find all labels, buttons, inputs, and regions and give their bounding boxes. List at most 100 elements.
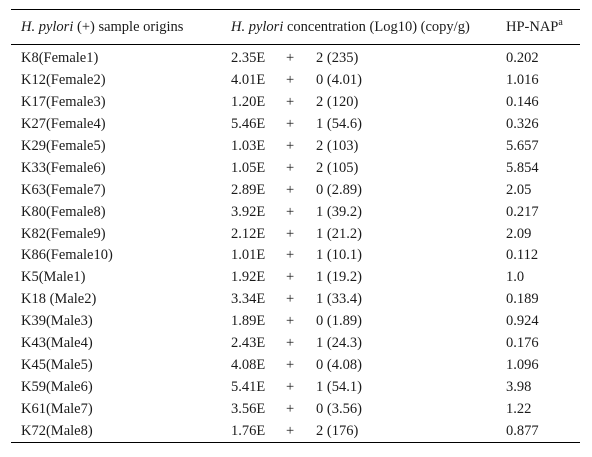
cell-concentration-mantissa: 3.92E [231, 203, 266, 220]
cell-concentration-sign: + [286, 313, 295, 330]
table-row: K5(Male1) 1.92E +1 (19.2) 1.0 [11, 267, 580, 289]
cell-hp-nap: 2.09 [506, 225, 532, 242]
cell-sample-origin: K39(Male3) [21, 313, 93, 330]
table-row: K59(Male6) 5.41E +1 (54.1) 3.98 [11, 376, 580, 398]
cell-concentration-sign: + [286, 291, 295, 308]
table-row: K45(Male5) 4.08E +0 (4.08) 1.096 [11, 354, 580, 376]
table-row: K61(Male7) 3.56E +0 (3.56) 1.22 [11, 398, 580, 420]
cell-concentration-mantissa: 4.01E [231, 72, 266, 89]
cell-concentration-sign: + [286, 138, 295, 154]
table-row: K8(Female1) 2.35E +2 (235) 0.202 [11, 45, 580, 70]
cell-hp-nap: 0.146 [506, 94, 539, 111]
cell-concentration-sign: + [286, 356, 295, 373]
cell-concentration-mantissa: 2.12E [231, 225, 266, 242]
cell-hp-nap: 0.176 [506, 335, 539, 352]
cell-hp-nap: 0.924 [506, 313, 539, 330]
cell-concentration-mantissa: 4.08E [231, 356, 266, 373]
cell-concentration-exponent: 2 (105) [316, 159, 359, 176]
table-row: K63(Female7) 2.89E +0 (2.89) 2.05 [11, 179, 580, 201]
table-row: K29(Female5) 1.03E +2 (103) 5.657 [11, 136, 580, 158]
cell-concentration-exponent: 1 (54.6) [316, 116, 362, 133]
header-concentration: H. pylori concentration (Log10) (copy/g) [221, 10, 506, 45]
cell-sample-origin: K61(Male7) [21, 400, 93, 417]
cell-hp-nap: 2.05 [506, 181, 532, 198]
cell-concentration-mantissa: 5.46E [231, 116, 266, 133]
cell-concentration-mantissa: 1.89E [231, 313, 266, 330]
header-concentration-italic: H. pylori [231, 18, 284, 35]
cell-concentration-sign: + [286, 225, 295, 242]
cell-concentration-mantissa: 1.20E [231, 94, 266, 111]
table-row: K86(Female10) 1.01E +1 (10.1) 0.112 [11, 245, 580, 267]
header-hp-nap-text: HP-NAP [506, 18, 559, 35]
table-header-row: H. pylori (+) sample origins H. pylori c… [11, 9, 580, 45]
cell-concentration-exponent: 0 (2.89) [316, 181, 362, 198]
cell-concentration-exponent: 1 (39.2) [316, 203, 362, 220]
table-row: K43(Male4) 2.43E +1 (24.3) 0.176 [11, 333, 580, 355]
cell-sample-origin: K18 (Male2) [21, 291, 97, 308]
cell-sample-origin: K80(Female8) [21, 203, 106, 220]
cell-sample-origin: K82(Female9) [21, 225, 106, 242]
cell-sample-origin: K5(Male1) [21, 269, 86, 286]
header-sample-origins-italic: H. pylori [21, 18, 74, 35]
cell-concentration-mantissa: 3.34E [231, 291, 266, 308]
cell-sample-origin: K63(Female7) [21, 181, 106, 198]
cell-concentration-mantissa: 2.35E [231, 50, 266, 67]
cell-concentration-sign: + [286, 181, 295, 198]
header-sample-origins: H. pylori (+) sample origins [11, 10, 221, 45]
cell-hp-nap: 1.0 [506, 269, 525, 286]
cell-sample-origin: K86(Female10) [21, 247, 113, 264]
cell-sample-origin: K17(Female3) [21, 94, 106, 111]
cell-sample-origin: K29(Female5) [21, 138, 106, 154]
cell-sample-origin: K59(Male6) [21, 378, 93, 395]
cell-concentration-exponent: 1 (54.1) [316, 378, 362, 395]
cell-concentration-exponent: 0 (4.08) [316, 356, 362, 373]
table-row: K12(Female2) 4.01E +0 (4.01) 1.016 [11, 70, 580, 92]
cell-concentration-exponent: 0 (4.01) [316, 72, 362, 89]
cell-concentration-exponent: 2 (176) [316, 422, 359, 439]
cell-hp-nap: 0.877 [506, 422, 539, 439]
cell-concentration-sign: + [286, 269, 295, 286]
cell-concentration-exponent: 1 (10.1) [316, 247, 362, 264]
cell-concentration-sign: + [286, 50, 295, 67]
table-body: K8(Female1) 2.35E +2 (235) 0.202 K12(Female2… [11, 45, 580, 443]
cell-hp-nap: 1.22 [506, 400, 532, 417]
cell-concentration-sign: + [286, 116, 295, 133]
cell-concentration-sign: + [286, 72, 295, 89]
cell-sample-origin: K45(Male5) [21, 356, 93, 373]
cell-concentration-mantissa: 5.41E [231, 378, 266, 395]
table-row: K18 (Male2) 3.34E +1 (33.4) 0.189 [11, 289, 580, 311]
cell-hp-nap: 5.854 [506, 159, 539, 176]
cell-sample-origin: K27(Female4) [21, 116, 106, 133]
cell-hp-nap: 0.202 [506, 50, 539, 67]
cell-sample-origin: K43(Male4) [21, 335, 93, 352]
cell-sample-origin: K12(Female2) [21, 72, 106, 89]
cell-hp-nap: 0.326 [506, 116, 539, 133]
header-hp-nap-superscript: a [558, 16, 563, 28]
table-row: K33(Female6) 1.05E +2 (105) 5.854 [11, 157, 580, 179]
cell-concentration-exponent: 1 (24.3) [316, 335, 362, 352]
table-row: K82(Female9) 2.12E +1 (21.2) 2.09 [11, 223, 580, 245]
cell-concentration-exponent: 1 (33.4) [316, 291, 362, 308]
cell-concentration-sign: + [286, 159, 295, 176]
table-row: K27(Female4) 5.46E +1 (54.6) 0.326 [11, 114, 580, 136]
cell-hp-nap: 1.096 [506, 356, 539, 373]
hpylori-concentration-table: H. pylori (+) sample origins H. pylori c… [11, 9, 580, 443]
cell-concentration-sign: + [286, 422, 295, 439]
cell-concentration-mantissa: 3.56E [231, 400, 266, 417]
cell-sample-origin: K8(Female1) [21, 50, 99, 67]
cell-hp-nap: 0.112 [506, 247, 539, 264]
header-hp-nap: HP-NAPa [506, 10, 580, 45]
cell-concentration-exponent: 1 (19.2) [316, 269, 362, 286]
cell-hp-nap: 5.657 [506, 138, 539, 154]
cell-hp-nap: 0.189 [506, 291, 539, 308]
cell-hp-nap: 3.98 [506, 378, 532, 395]
cell-hp-nap: 1.016 [506, 72, 539, 89]
cell-concentration-mantissa: 1.76E [231, 422, 266, 439]
cell-concentration-sign: + [286, 400, 295, 417]
table-row: K80(Female8) 3.92E +1 (39.2) 0.217 [11, 201, 580, 223]
cell-hp-nap: 0.217 [506, 203, 539, 220]
cell-concentration-mantissa: 1.05E [231, 159, 266, 176]
cell-concentration-exponent: 2 (235) [316, 50, 359, 67]
header-concentration-text: concentration (Log10) (copy/g) [283, 18, 470, 35]
data-table-container: H. pylori (+) sample origins H. pylori c… [11, 9, 580, 443]
